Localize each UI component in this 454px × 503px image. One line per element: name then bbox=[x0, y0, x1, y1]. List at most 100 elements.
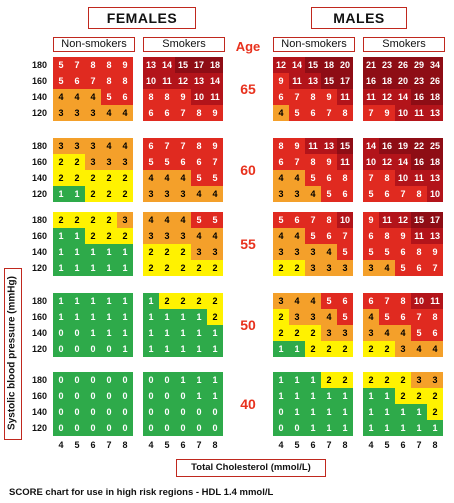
risk-cell: 1 bbox=[191, 388, 207, 404]
bp-tick-label: 160 bbox=[31, 231, 47, 241]
risk-cell: 0 bbox=[85, 388, 101, 404]
risk-cell: 34 bbox=[427, 57, 443, 73]
risk-cell: 0 bbox=[69, 372, 85, 388]
risk-cell: 1 bbox=[363, 404, 379, 420]
bp-tick-label: 120 bbox=[31, 263, 47, 273]
risk-cell: 1 bbox=[85, 293, 101, 309]
risk-cell: 2 bbox=[207, 293, 223, 309]
risk-cell: 3 bbox=[305, 244, 321, 260]
risk-cell: 0 bbox=[101, 420, 117, 436]
risk-cell: 2 bbox=[305, 325, 321, 341]
bp-tick-label: 120 bbox=[31, 189, 47, 199]
risk-cell: 14 bbox=[395, 89, 411, 105]
risk-cell: 3 bbox=[289, 244, 305, 260]
risk-cell: 0 bbox=[117, 420, 133, 436]
risk-cell: 7 bbox=[85, 73, 101, 89]
risk-cell: 0 bbox=[101, 372, 117, 388]
risk-cell: 9 bbox=[321, 154, 337, 170]
cholesterol-tick-label: 7 bbox=[326, 440, 332, 450]
risk-cell: 7 bbox=[411, 309, 427, 325]
risk-cell: 2 bbox=[411, 388, 427, 404]
risk-cell: 17 bbox=[427, 212, 443, 228]
age-label: 55 bbox=[240, 236, 256, 252]
risk-cell: 6 bbox=[273, 154, 289, 170]
bp-tick-label: 160 bbox=[31, 391, 47, 401]
risk-cell: 8 bbox=[191, 105, 207, 121]
risk-cell: 1 bbox=[53, 260, 69, 276]
risk-cell: 7 bbox=[379, 293, 395, 309]
risk-cell: 0 bbox=[117, 372, 133, 388]
risk-cell: 0 bbox=[53, 325, 69, 341]
risk-cell: 0 bbox=[53, 404, 69, 420]
risk-cell: 0 bbox=[191, 420, 207, 436]
cholesterol-tick-label: 5 bbox=[164, 440, 170, 450]
risk-cell: 15 bbox=[305, 57, 321, 73]
risk-cell: 0 bbox=[53, 372, 69, 388]
cholesterol-tick-label: 4 bbox=[278, 440, 284, 450]
risk-cell: 16 bbox=[363, 73, 379, 89]
risk-cell: 11 bbox=[427, 293, 443, 309]
risk-cell: 7 bbox=[337, 228, 353, 244]
risk-cell: 4 bbox=[273, 170, 289, 186]
risk-cell: 10 bbox=[191, 89, 207, 105]
risk-cell: 26 bbox=[395, 57, 411, 73]
risk-cell: 14 bbox=[159, 57, 175, 73]
risk-cell: 6 bbox=[175, 154, 191, 170]
bp-tick-label: 180 bbox=[31, 60, 47, 70]
females-header: FEMALES bbox=[88, 7, 196, 29]
risk-cell: 4 bbox=[305, 293, 321, 309]
risk-cell: 12 bbox=[395, 212, 411, 228]
risk-cell: 8 bbox=[143, 89, 159, 105]
risk-cell: 0 bbox=[69, 325, 85, 341]
age-label: 65 bbox=[240, 81, 256, 97]
x-axis-label: Total Cholesterol (mmol/L) bbox=[176, 459, 326, 477]
risk-cell: 7 bbox=[363, 170, 379, 186]
risk-cell: 1 bbox=[321, 420, 337, 436]
risk-cell: 11 bbox=[379, 212, 395, 228]
risk-cell: 1 bbox=[143, 293, 159, 309]
risk-cell: 4 bbox=[321, 244, 337, 260]
risk-cell: 3 bbox=[159, 228, 175, 244]
risk-cell: 4 bbox=[101, 105, 117, 121]
bp-tick-label: 120 bbox=[31, 423, 47, 433]
risk-cell: 2 bbox=[305, 341, 321, 357]
age-label: 60 bbox=[240, 162, 256, 178]
risk-cell: 1 bbox=[337, 404, 353, 420]
risk-cell: 21 bbox=[363, 57, 379, 73]
cholesterol-tick-label: 7 bbox=[196, 440, 202, 450]
risk-cell: 11 bbox=[337, 89, 353, 105]
risk-cell: 7 bbox=[363, 105, 379, 121]
age-label: 40 bbox=[240, 396, 256, 412]
risk-cell: 2 bbox=[143, 244, 159, 260]
risk-cell: 13 bbox=[427, 228, 443, 244]
risk-cell: 19 bbox=[395, 138, 411, 154]
risk-cell: 2 bbox=[363, 372, 379, 388]
risk-cell: 2 bbox=[159, 260, 175, 276]
risk-cell: 10 bbox=[411, 293, 427, 309]
risk-cell: 6 bbox=[411, 260, 427, 276]
risk-cell: 0 bbox=[101, 341, 117, 357]
risk-cell: 18 bbox=[427, 154, 443, 170]
bp-tick-label: 180 bbox=[31, 215, 47, 225]
risk-cell: 1 bbox=[207, 325, 223, 341]
risk-cell: 15 bbox=[175, 57, 191, 73]
cholesterol-tick-label: 4 bbox=[368, 440, 374, 450]
risk-cell: 2 bbox=[117, 186, 133, 202]
risk-cell: 10 bbox=[395, 170, 411, 186]
risk-cell: 16 bbox=[411, 154, 427, 170]
risk-cell: 3 bbox=[175, 186, 191, 202]
risk-cell: 1 bbox=[273, 388, 289, 404]
risk-cell: 6 bbox=[305, 105, 321, 121]
risk-cell: 3 bbox=[143, 186, 159, 202]
risk-cell: 0 bbox=[53, 388, 69, 404]
risk-cell: 2 bbox=[85, 186, 101, 202]
risk-cell: 2 bbox=[337, 341, 353, 357]
risk-cell: 3 bbox=[159, 186, 175, 202]
risk-cell: 6 bbox=[191, 154, 207, 170]
